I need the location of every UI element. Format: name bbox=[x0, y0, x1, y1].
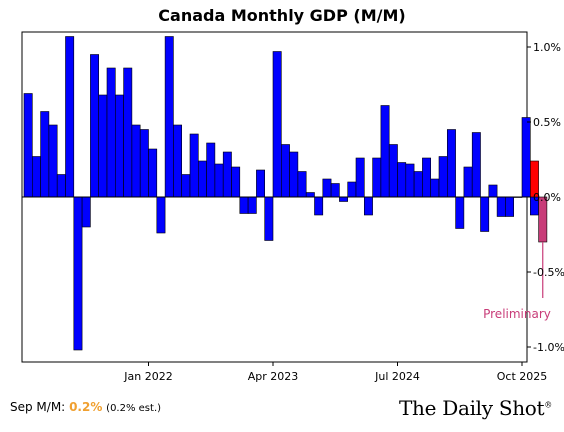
y-tick-label: -1.0% bbox=[533, 341, 564, 354]
bar bbox=[31, 156, 41, 198]
bar bbox=[521, 117, 531, 198]
bar bbox=[363, 196, 373, 216]
brand-logo: The Daily Shot® bbox=[399, 396, 552, 420]
y-tick-label: 1.0% bbox=[533, 41, 561, 54]
bar bbox=[488, 184, 498, 198]
bar bbox=[330, 183, 340, 198]
bar bbox=[297, 171, 307, 198]
bar bbox=[339, 196, 348, 202]
y-tick-label: 0.5% bbox=[533, 116, 561, 129]
bar bbox=[256, 169, 265, 198]
bar bbox=[505, 196, 514, 217]
bar bbox=[198, 160, 207, 198]
bar bbox=[173, 124, 182, 198]
highlight-bar bbox=[529, 160, 539, 198]
bar bbox=[272, 51, 282, 198]
chart-title: Canada Monthly GDP (M/M) bbox=[158, 6, 406, 25]
bar bbox=[405, 163, 415, 198]
bar bbox=[23, 93, 33, 198]
bar bbox=[222, 151, 232, 198]
chart-area: Preliminary 1.0% 0.5% 0.0% -0.5% -1.0% Jan 202… bbox=[21, 31, 564, 383]
brand-mark: ® bbox=[544, 400, 552, 410]
bar bbox=[98, 94, 108, 198]
preliminary-label: Preliminary bbox=[483, 307, 551, 321]
bar bbox=[438, 156, 448, 198]
x-tick-label: Jul 2024 bbox=[374, 370, 420, 383]
bar bbox=[496, 196, 506, 217]
bar bbox=[214, 163, 224, 198]
brand-name: The Daily Shot bbox=[399, 396, 545, 420]
bar bbox=[471, 132, 481, 198]
bar bbox=[397, 162, 407, 198]
footer-label: Sep M/M: bbox=[10, 400, 66, 414]
bar bbox=[280, 144, 290, 198]
bar bbox=[446, 129, 456, 198]
x-tick-label: Apr 2023 bbox=[248, 370, 299, 383]
bar bbox=[289, 151, 299, 198]
footer-estimate: (0.2% est.) bbox=[106, 403, 162, 414]
bar bbox=[372, 157, 382, 198]
bar bbox=[65, 36, 75, 198]
x-tick-label: Oct 2025 bbox=[497, 370, 548, 383]
y-tick-label: -0.5% bbox=[533, 266, 564, 279]
bar bbox=[264, 196, 274, 241]
bar bbox=[131, 124, 141, 198]
bar bbox=[148, 148, 158, 198]
bar bbox=[430, 178, 440, 198]
bar bbox=[48, 124, 58, 198]
bar bbox=[56, 174, 66, 198]
bar bbox=[347, 181, 357, 198]
bar bbox=[231, 166, 241, 198]
bar bbox=[81, 196, 91, 228]
y-tick-label: 0.0% bbox=[533, 191, 561, 204]
bar bbox=[463, 166, 473, 198]
bar bbox=[380, 105, 390, 198]
bar bbox=[106, 67, 116, 198]
bar bbox=[413, 171, 423, 198]
bar bbox=[455, 196, 465, 229]
footer-summary: Sep M/M: 0.2% (0.2% est.) bbox=[10, 400, 161, 414]
bar bbox=[239, 196, 249, 214]
bar bbox=[90, 54, 100, 198]
bar bbox=[123, 67, 133, 198]
bar bbox=[355, 157, 365, 198]
bar bbox=[156, 196, 166, 234]
bar bbox=[422, 157, 431, 198]
bar bbox=[115, 94, 124, 198]
bar bbox=[322, 178, 332, 198]
bar bbox=[206, 142, 216, 198]
bar bbox=[314, 196, 324, 216]
bar bbox=[388, 144, 398, 198]
footer-value: 0.2% bbox=[69, 400, 103, 414]
bar bbox=[247, 196, 257, 214]
bar bbox=[181, 174, 191, 198]
bar bbox=[480, 196, 490, 232]
bar bbox=[139, 129, 149, 198]
bar bbox=[189, 133, 199, 198]
x-tick-label: Jan 2022 bbox=[123, 370, 172, 383]
bar bbox=[305, 192, 315, 198]
bar bbox=[40, 111, 50, 198]
gdp-bar-chart: Preliminary 1.0% 0.5% 0.0% -0.5% -1.0% Jan 202… bbox=[21, 31, 564, 383]
bar bbox=[164, 36, 174, 198]
bar bbox=[73, 196, 83, 351]
